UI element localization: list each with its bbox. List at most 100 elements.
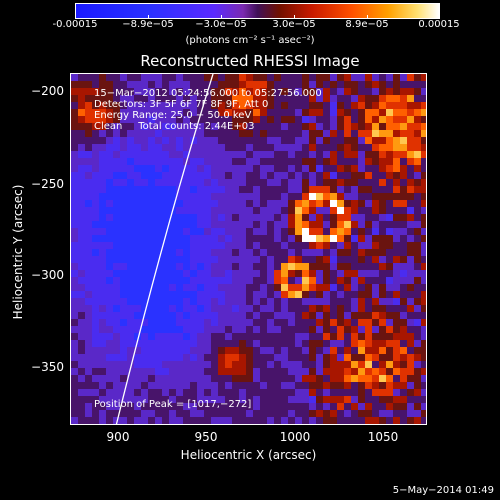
heatmap-cell — [120, 200, 127, 207]
heatmap-cell — [169, 291, 176, 298]
heatmap-cell — [134, 116, 141, 123]
heatmap-cell — [337, 200, 344, 207]
heatmap-cell — [316, 158, 323, 165]
heatmap-cell — [386, 151, 393, 158]
heatmap-cell — [183, 256, 190, 263]
heatmap-cell — [218, 137, 225, 144]
heatmap-cell — [155, 389, 162, 396]
heatmap-cell — [330, 256, 337, 263]
heatmap-cell — [127, 74, 134, 81]
heatmap-cell — [316, 221, 323, 228]
heatmap-cell — [169, 74, 176, 81]
heatmap-cell — [162, 165, 169, 172]
heatmap-cell — [148, 382, 155, 389]
heatmap-cell — [183, 333, 190, 340]
heatmap-cell — [372, 179, 379, 186]
heatmap-cell — [295, 368, 302, 375]
heatmap-cell — [120, 158, 127, 165]
heatmap-cell — [204, 424, 211, 425]
heatmap-cell — [414, 151, 421, 158]
heatmap-cell — [134, 319, 141, 326]
heatmap-cell — [379, 410, 386, 417]
heatmap-cell — [316, 361, 323, 368]
heatmap-cell — [309, 116, 316, 123]
heatmap-cell — [190, 361, 197, 368]
heatmap-cell — [407, 319, 414, 326]
heatmap-cell — [176, 109, 183, 116]
heatmap-cell — [386, 207, 393, 214]
heatmap-cell — [120, 354, 127, 361]
heatmap-cell — [85, 277, 92, 284]
heatmap-cell — [316, 88, 323, 95]
heatmap-cell — [400, 130, 407, 137]
heatmap-cell — [246, 347, 253, 354]
heatmap-cell — [99, 382, 106, 389]
heatmap-cell — [372, 389, 379, 396]
heatmap-cell — [323, 214, 330, 221]
heatmap-cell — [162, 123, 169, 130]
heatmap-cell — [288, 214, 295, 221]
heatmap-cell — [288, 333, 295, 340]
heatmap-cell — [414, 109, 421, 116]
heatmap-cell — [239, 81, 246, 88]
heatmap-cell — [344, 81, 351, 88]
heatmap-cell — [386, 312, 393, 319]
heatmap-cell — [211, 333, 218, 340]
heatmap-cell — [162, 242, 169, 249]
heatmap-cell — [267, 186, 274, 193]
heatmap-cell — [71, 116, 78, 123]
heatmap-cell — [232, 410, 239, 417]
heatmap-cell — [183, 95, 190, 102]
heatmap-cell — [106, 88, 113, 95]
heatmap-cell — [148, 347, 155, 354]
heatmap-cell — [148, 74, 155, 81]
heatmap-cell — [281, 298, 288, 305]
heatmap-cell — [379, 165, 386, 172]
heatmap-cell — [302, 347, 309, 354]
heatmap-cell — [211, 214, 218, 221]
heatmap-cell — [197, 172, 204, 179]
heatmap-cell — [106, 95, 113, 102]
heatmap-cell — [260, 291, 267, 298]
heatmap-cell — [169, 305, 176, 312]
heatmap-cell — [197, 249, 204, 256]
heatmap-cell — [141, 242, 148, 249]
heatmap-cell — [148, 270, 155, 277]
heatmap-cell — [379, 382, 386, 389]
heatmap-cell — [113, 207, 120, 214]
heatmap-cell — [78, 270, 85, 277]
heatmap-cell — [323, 207, 330, 214]
heatmap-cell — [134, 410, 141, 417]
heatmap-cell — [253, 74, 260, 81]
heatmap-cell — [155, 347, 162, 354]
heatmap-cell — [134, 221, 141, 228]
heatmap-cell — [134, 424, 141, 425]
heatmap-cell — [316, 403, 323, 410]
heatmap-cell — [365, 179, 372, 186]
heatmap-cell — [253, 340, 260, 347]
heatmap-cell — [113, 354, 120, 361]
heatmap-cell — [337, 284, 344, 291]
heatmap-cell — [421, 410, 426, 417]
heatmap-cell — [197, 396, 204, 403]
heatmap-cell — [246, 221, 253, 228]
heatmap-cell — [190, 95, 197, 102]
heatmap-cell — [148, 95, 155, 102]
heatmap-cell — [239, 298, 246, 305]
heatmap-cell — [358, 200, 365, 207]
heatmap-cell — [218, 214, 225, 221]
heatmap-cell — [176, 382, 183, 389]
heatmap-cell — [106, 249, 113, 256]
heatmap-cell — [190, 312, 197, 319]
heatmap-cell — [190, 396, 197, 403]
heatmap-cell — [225, 277, 232, 284]
heatmap-cell — [197, 81, 204, 88]
heatmap-cell — [113, 116, 120, 123]
heatmap-cell — [323, 396, 330, 403]
heatmap-cell — [246, 172, 253, 179]
heatmap-cell — [393, 137, 400, 144]
heatmap-cell — [260, 116, 267, 123]
heatmap-cell — [155, 165, 162, 172]
heatmap-cell — [211, 312, 218, 319]
heatmap-cell — [190, 144, 197, 151]
